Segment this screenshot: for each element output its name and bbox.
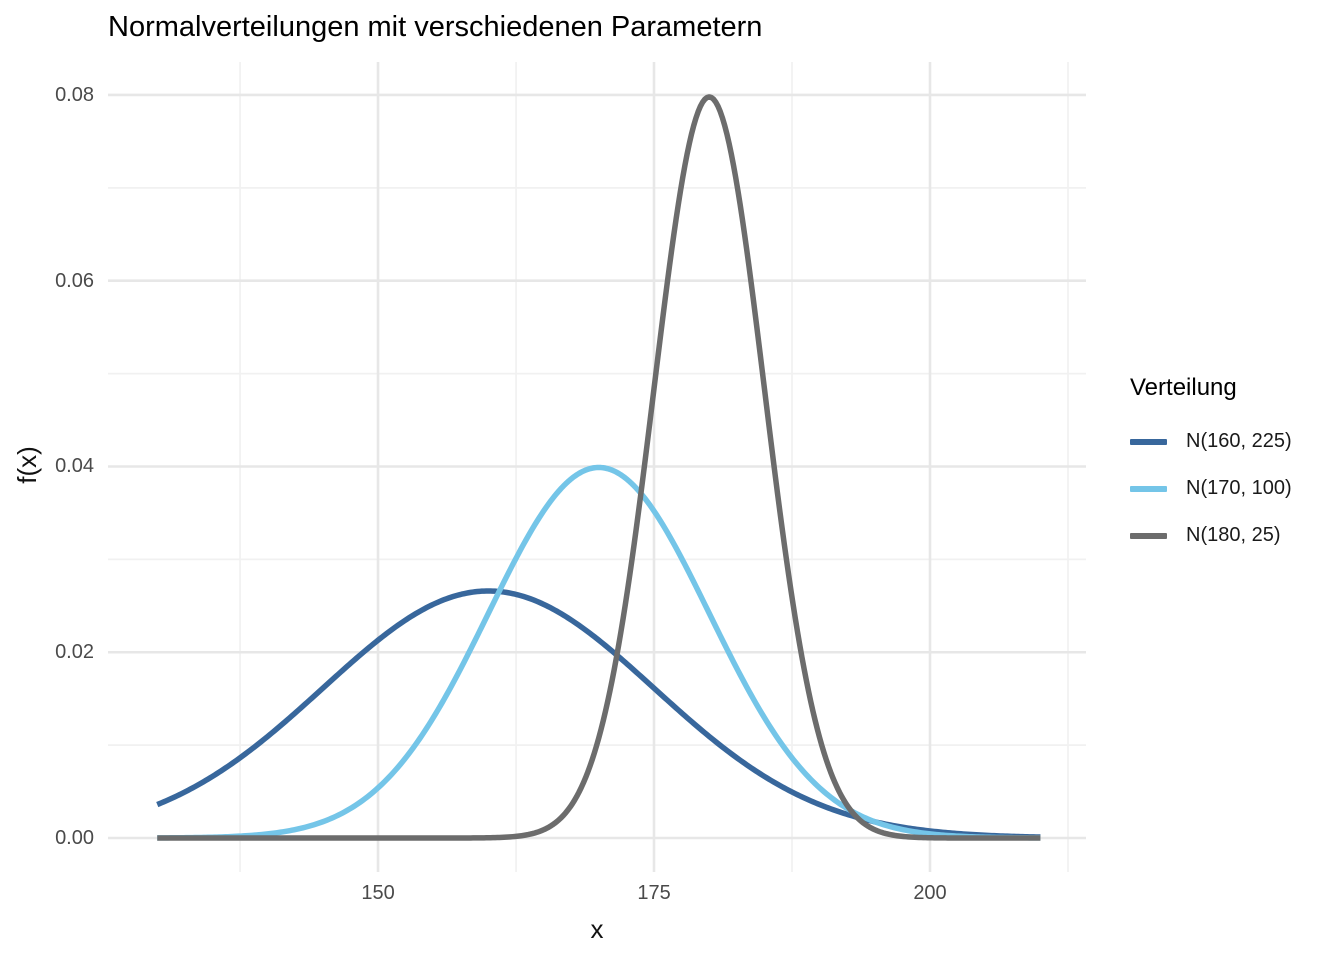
y-tick-label: 0.08: [55, 83, 94, 106]
legend-title: Verteilung: [1130, 374, 1237, 401]
legend-label: N(160, 225): [1186, 430, 1292, 452]
legend-entry: N(160, 225): [1130, 418, 1292, 465]
legend-key-line: [1130, 532, 1167, 539]
y-tick-label: 0.06: [55, 269, 94, 292]
legend-entries: N(160, 225) N(170, 100) N(180, 25): [1130, 418, 1292, 559]
legend-entry: N(170, 100): [1130, 465, 1292, 512]
plot-title: Normalverteilungen mit verschiedenen Par…: [108, 11, 763, 43]
curve-n-180-25: [156, 94, 1041, 841]
x-tick-label: 200: [913, 882, 947, 904]
x-tick-label: 175: [637, 882, 671, 904]
legend-key-line: [1130, 485, 1167, 492]
curve-n-170-100: [156, 464, 1041, 841]
legend-label: N(170, 100): [1186, 477, 1292, 499]
y-axis-title: f(x): [12, 446, 42, 484]
legend-entry: N(180, 25): [1130, 512, 1292, 559]
x-axis-title: x: [590, 914, 604, 944]
x-tick-label: 150: [361, 882, 395, 904]
y-tick-label: 0.02: [55, 641, 94, 664]
legend-label: N(180, 25): [1186, 524, 1281, 546]
y-tick-label: 0.00: [55, 827, 94, 849]
legend-key-line: [1130, 438, 1167, 445]
legend: Verteilung N(160, 225) N(170, 100) N(180, …: [1130, 372, 1292, 559]
plot-panel: [108, 62, 1086, 872]
curve-n-160-225: [156, 588, 1041, 840]
y-tick-label: 0.04: [55, 455, 94, 478]
